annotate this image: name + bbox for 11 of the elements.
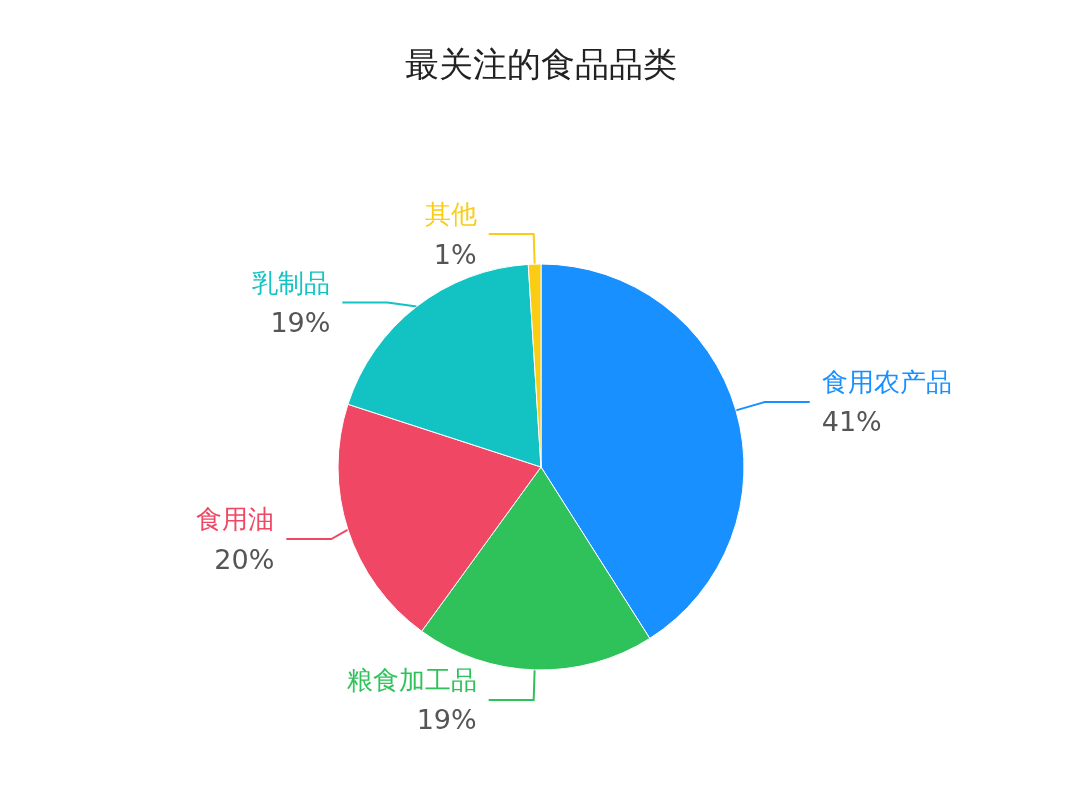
data-label: 41% [821,406,882,438]
chart-title: 最关注的食品品类 [404,44,677,84]
data-label: 19% [270,307,331,339]
slice-label: 乳制品 [252,267,331,298]
data-label: 20% [214,543,275,575]
slice-label: 其他 [424,199,477,230]
data-label: 19% [416,704,477,736]
slice-label: 食用油 [196,504,275,534]
slice-label: 粮食加工品 [346,664,477,695]
slice-label: 食用农产品 [821,367,952,397]
data-label: 1% [433,238,477,270]
